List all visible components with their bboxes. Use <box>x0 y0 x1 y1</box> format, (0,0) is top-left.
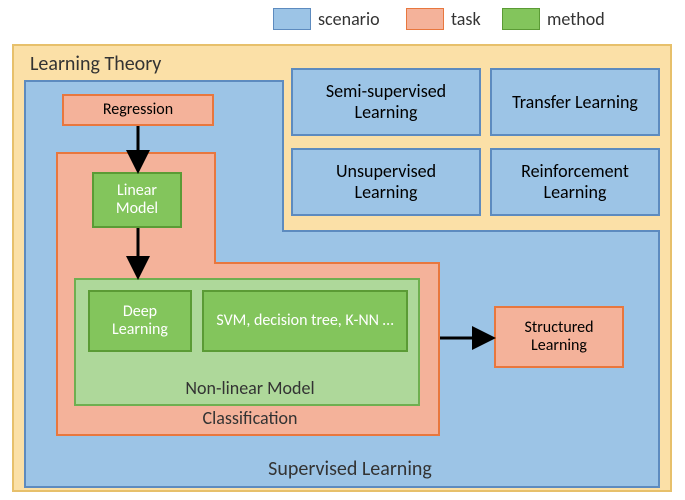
reinforcement-box: Reinforcement Learning <box>490 148 660 216</box>
legend-swatch-task <box>406 8 444 30</box>
legend-label-task: task <box>451 8 481 30</box>
unsupervised-label: Unsupervised Learning <box>293 161 479 202</box>
arrow-regression-to-linear <box>130 126 150 172</box>
unsupervised-box: Unsupervised Learning <box>291 148 481 216</box>
transfer-learning-label: Transfer Learning <box>502 92 648 113</box>
nonlinear-model-title: Non-linear Model <box>140 378 360 399</box>
legend-label-method: method <box>547 8 605 30</box>
structured-learning-label: Structured Learning <box>496 319 622 356</box>
svm-label: SVM, decision tree, K-NN … <box>206 312 403 330</box>
deep-learning-label: Deep Learning <box>90 303 190 340</box>
legend-swatch-scenario <box>273 8 311 30</box>
transfer-learning-box: Transfer Learning <box>490 68 660 136</box>
arrow-nonlinear-to-structured <box>440 330 494 350</box>
classification-title: Classification <box>150 408 350 429</box>
svm-box: SVM, decision tree, K-NN … <box>202 290 408 352</box>
reinforcement-label: Reinforcement Learning <box>492 161 658 202</box>
semi-supervised-box: Semi-supervised Learning <box>291 68 481 136</box>
semi-supervised-label: Semi-supervised Learning <box>293 81 479 122</box>
deep-learning-box: Deep Learning <box>88 290 192 352</box>
regression-label: Regression <box>103 101 173 119</box>
structured-learning-box: Structured Learning <box>494 306 624 368</box>
linear-model-box: Linear Model <box>92 172 182 228</box>
legend-swatch-method <box>502 8 540 30</box>
supervised-learning-title: Supervised Learning <box>220 458 480 481</box>
regression-box: Regression <box>62 94 214 126</box>
linear-model-label: Linear Model <box>94 182 180 219</box>
legend-label-scenario: scenario <box>318 8 380 30</box>
arrow-linear-to-nonlinear <box>130 228 150 278</box>
learning-theory-title: Learning Theory <box>30 52 161 76</box>
